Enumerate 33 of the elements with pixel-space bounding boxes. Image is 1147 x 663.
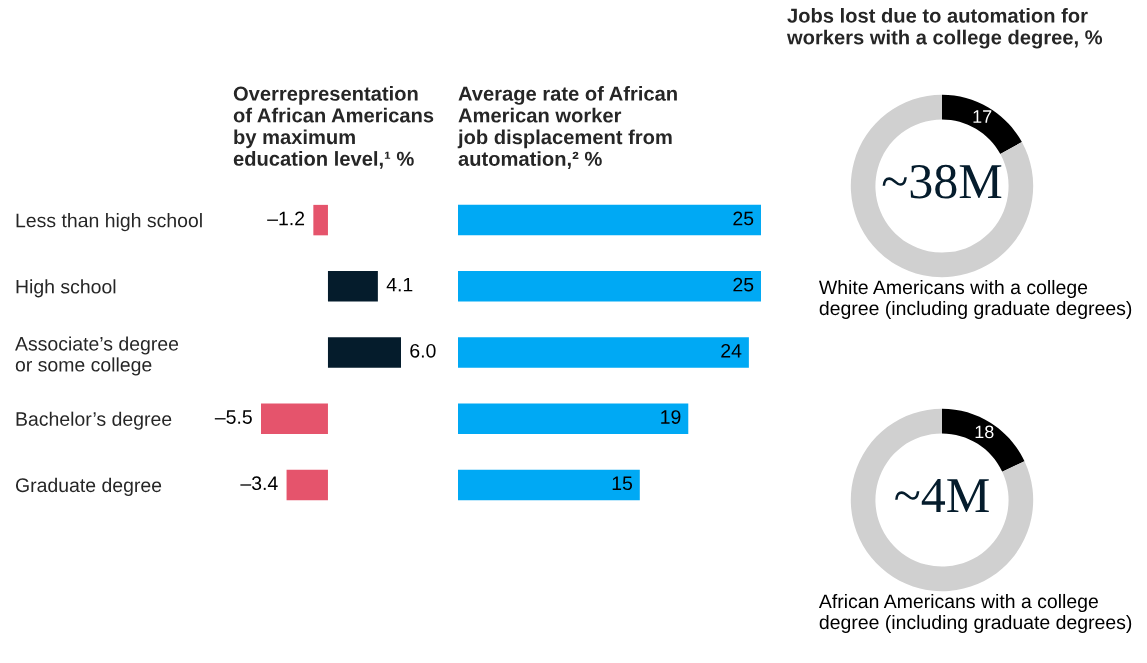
data-label: 19 [661,410,681,424]
data-label: 18 [975,425,994,439]
chart-title: Jobs lost due to automation for workers with a college degree, % [786,8,1103,49]
data-label: –1.2 [267,211,305,226]
data-label: 17 [973,110,992,123]
chart-title: Overrepresentation of African Americans by maximum education level,¹ % [233,86,434,169]
data-label: 4.1 [386,277,413,292]
y-tick-label: Associate’s degree or some college [15,336,179,376]
bar [458,337,749,368]
donut-slice [850,408,1034,592]
bar [458,403,689,434]
y-tick-label: Less than high school [16,213,202,232]
y-tick-label: Graduate degree [15,477,162,496]
bar [458,469,640,501]
y-tick-label: Bachelor’s degree [16,411,172,430]
bar [458,271,761,302]
donut-slice [942,408,1025,472]
data-label: 25 [733,277,754,292]
donut-slice [942,94,1022,154]
data-label: 24 [721,343,742,358]
bar [458,204,761,236]
data-label: –5.5 [214,410,252,424]
chart-title: Average rate of African American worker job displacement from automation,² % [457,86,677,169]
data-label: –3.4 [240,476,278,491]
text: African Americans with a college degree (including graduate degrees) [818,593,1132,634]
data-label: 15 [612,476,633,491]
text: White Americans with a college degree (including graduate degrees) [818,279,1132,320]
text: ~38M [882,164,1002,199]
text: ~4M [895,479,989,513]
donut-slice [850,94,1034,278]
data-label: 25 [733,211,754,226]
y-tick-label: High school [16,279,116,298]
data-label: 6.0 [410,343,436,358]
